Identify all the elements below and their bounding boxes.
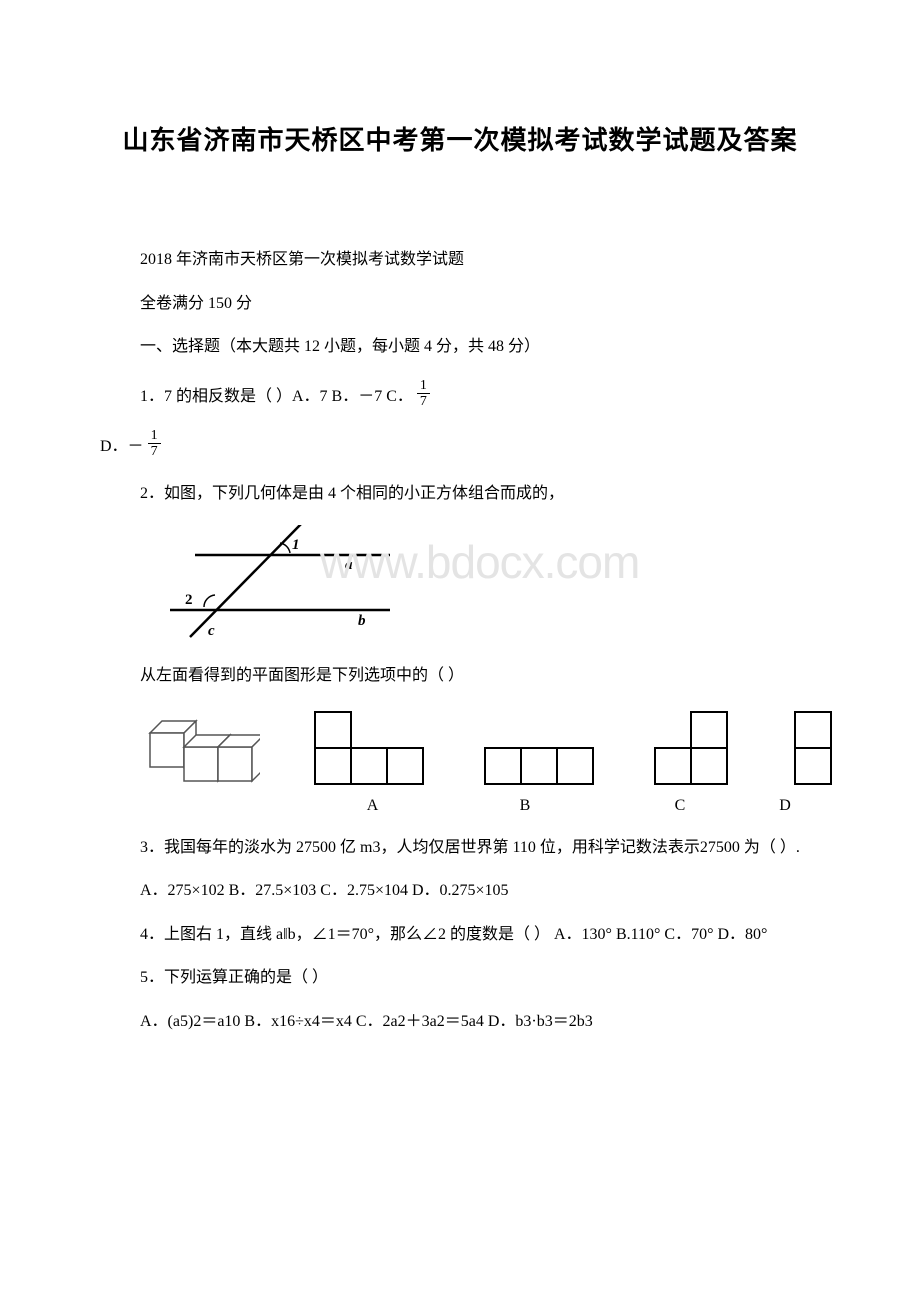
option-b-shape [480,707,600,787]
exam-header-line2: 全卷满分 150 分 [140,291,850,317]
option-label-d: D [755,797,815,815]
cube-3d-figure [140,707,260,787]
question-3-text: 3．我国每年的淡水为 27500 亿 m3，人均仅居世界第 110 位，用科学记… [140,835,850,861]
option-d-shape [790,707,840,787]
frac-num: 1 [417,378,430,394]
option-c-shape [650,707,740,787]
question-1: 1．7 的相反数是（ ）A．7 B．－7 C． 1 7 [140,378,850,410]
question-4-text: 4．上图右 1，直线 a‖b，∠1＝70°，那么∠2 的度数是（ ） A．130… [140,922,850,948]
cube-options-row [140,707,850,787]
question-2-text: 2．如图，下列几何体是由 4 个相同的小正方体组合而成的， [140,481,850,507]
q1-text: 1．7 的相反数是（ ）A．7 B．－7 C． [140,384,413,410]
option-label-b: B [445,797,605,815]
question-3-options: A．275×102 B．27.5×103 C．2.75×104 D．0.275×… [140,878,850,904]
line-a-label: a [345,557,353,573]
line-b-label: b [358,613,366,629]
option-label-a: A [300,797,445,815]
line-c-label: c [208,623,215,639]
transversal-svg: 1 2 a b c [140,525,400,645]
question-2-follow: 从左面看得到的平面图形是下列选项中的（ ） [140,663,850,689]
parallel-lines-diagram: www.bdocx.com 1 2 a b c [140,525,850,645]
option-labels-row: A B C D [140,797,850,815]
option-label-c: C [605,797,755,815]
question-5-options: A．(a5)2＝a10 B．x16÷x4＝x4 C．2a2＋3a2＝5a4 D．… [140,1009,850,1035]
exam-header-line1: 2018 年济南市天桥区第一次模拟考试数学试题 [140,247,850,273]
question-5-text: 5．下列运算正确的是（ ） [140,965,850,991]
section-header: 一、选择题（本大题共 12 小题，每小题 4 分，共 48 分） [140,334,850,360]
option-a-shape [310,707,430,787]
frac-num: 1 [148,428,161,444]
question-1-option-d: D．－ 1 7 [140,428,850,460]
page-title: 山东省济南市天桥区中考第一次模拟考试数学试题及答案 [70,120,850,157]
frac-den: 7 [148,444,161,459]
angle-2-label: 2 [185,592,193,608]
q1-d-label: D．－ [100,434,144,460]
q1-fraction-c: 1 7 [417,378,430,410]
q1-fraction-d: 1 7 [148,428,161,460]
angle-1-label: 1 [292,537,300,553]
frac-den: 7 [417,394,430,409]
